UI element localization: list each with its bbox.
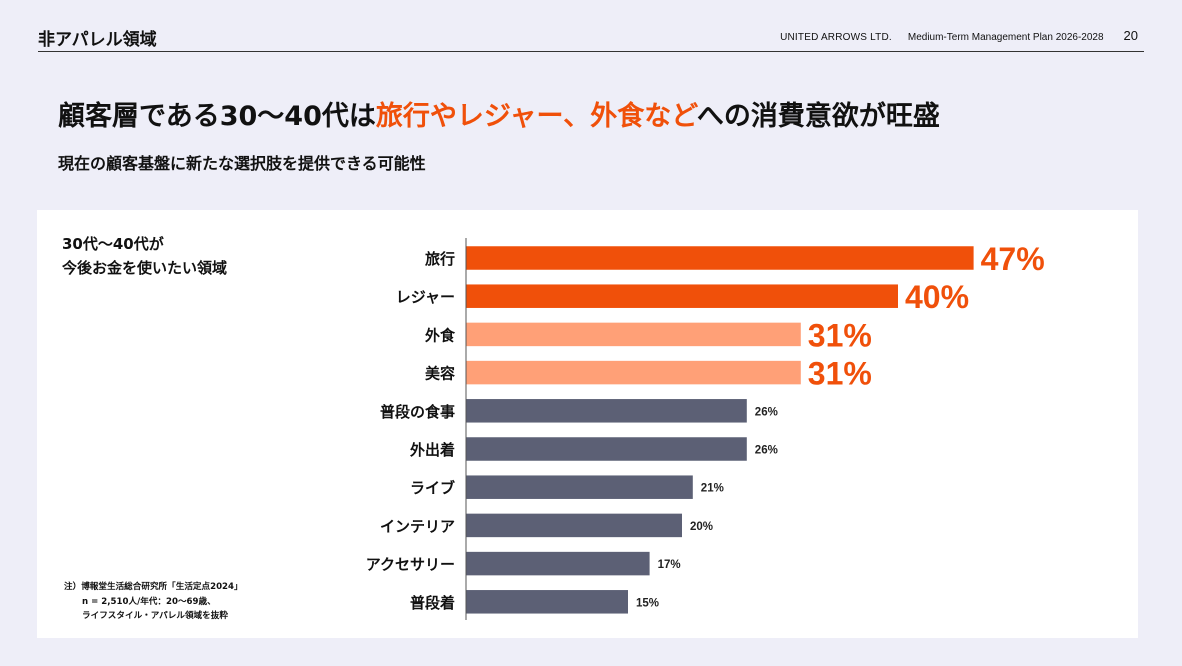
value-label: 15%: [636, 597, 659, 609]
source-note: 注）博報堂生活総合研究所「生活定点2024」 n = 2,510人/年代：20〜…: [64, 580, 243, 624]
header-info: UNITED ARROWS LTD. Medium-Term Managemen…: [780, 28, 1138, 43]
value-label: 21%: [701, 483, 724, 495]
value-label: 17%: [658, 559, 681, 571]
bar: [466, 551, 650, 576]
bar: [466, 360, 801, 385]
bar: [466, 399, 747, 423]
bar: [466, 437, 747, 461]
bar: [466, 513, 682, 538]
chart-label-line2: 今後お金を使いたい領域: [62, 259, 228, 277]
value-label: 20%: [690, 521, 713, 533]
headline-part1: 顧客層である30〜40代は: [58, 101, 376, 132]
category-label: 外出着: [409, 441, 455, 459]
section-title: 非アパレル領域: [38, 30, 157, 50]
bar: [466, 246, 974, 270]
note-line3: ライフスタイル・アパレル領域を抜粋: [82, 611, 228, 621]
headline: 顧客層である30〜40代は旅行やレジャー、外食などへの消費意欲が旺盛: [58, 94, 940, 133]
category-label: アクセサリー: [366, 556, 455, 574]
bar: [466, 322, 801, 347]
category-label: 普段着: [410, 594, 455, 612]
value-label: 40%: [905, 279, 969, 315]
bar: [466, 475, 693, 499]
category-label: ライブ: [410, 479, 455, 497]
value-label: 47%: [981, 241, 1045, 277]
category-label: 普段の食事: [380, 403, 455, 421]
page-number: 20: [1123, 28, 1138, 43]
category-label: レジャー: [396, 288, 455, 306]
bar: [466, 284, 898, 308]
category-label: 旅行: [425, 250, 455, 268]
plan-name: Medium-Term Management Plan 2026-2028: [907, 32, 1104, 43]
category-label: 美容: [425, 365, 455, 383]
chart-label-line1: 30代〜40代が: [62, 235, 164, 253]
subheadline: 現在の顧客基盤に新たな選択肢を提供できる可能性: [58, 154, 426, 173]
category-label: 外食: [424, 326, 456, 344]
value-label: 26%: [755, 445, 778, 457]
headline-part2: への消費意欲が旺盛: [696, 101, 940, 132]
headline-highlight: 旅行やレジャー、外食など: [375, 101, 697, 132]
company-name: UNITED ARROWS LTD.: [780, 32, 892, 43]
page-header: 非アパレル領域 UNITED ARROWS LTD. Medium-Term M…: [38, 22, 1144, 52]
value-label: 31%: [808, 356, 872, 392]
bar: [466, 590, 628, 614]
value-label: 31%: [808, 317, 872, 353]
category-label: インテリア: [380, 517, 455, 535]
note-line2: n = 2,510人/年代：20〜69歳、: [82, 596, 216, 607]
value-label: 26%: [755, 406, 778, 418]
chart-label: 30代〜40代が 今後お金を使いたい領域: [62, 232, 227, 280]
note-line1: 注）博報堂生活総合研究所「生活定点2024」: [64, 582, 243, 592]
